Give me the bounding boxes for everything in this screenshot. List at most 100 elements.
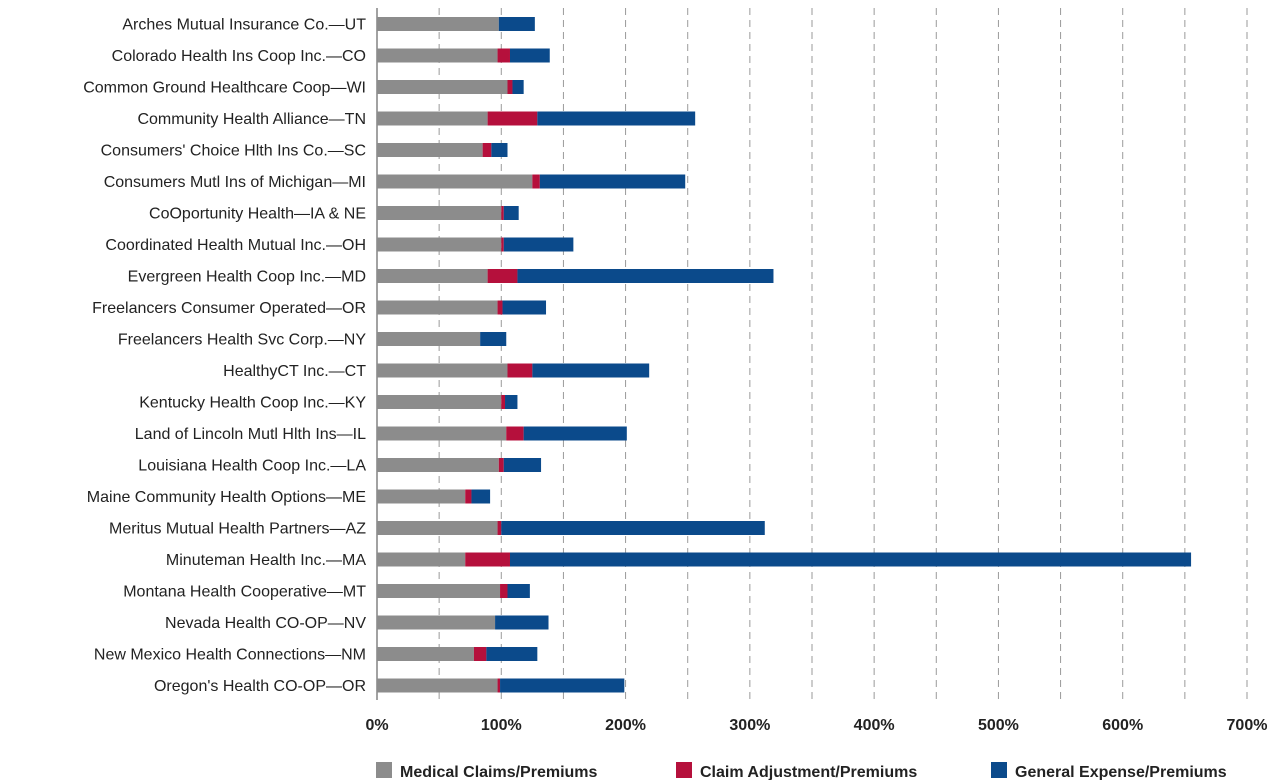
bar-segment: [377, 206, 502, 220]
bar-segment: [377, 80, 508, 94]
bar-segment: [491, 143, 508, 157]
legend-label: General Expense/Premiums: [1015, 764, 1227, 780]
category-label: Arches Mutual Insurance Co.—UT: [122, 17, 366, 34]
bar-segment: [377, 363, 508, 378]
bar-segment: [501, 206, 504, 220]
bar-segment: [497, 678, 501, 693]
bar-segment: [512, 80, 524, 94]
x-tick-label: 300%: [729, 717, 770, 734]
bar-segment: [480, 332, 507, 346]
bar-segment: [497, 521, 502, 535]
x-tick-label: 500%: [978, 717, 1019, 734]
category-label: New Mexico Health Connections—NM: [94, 647, 366, 664]
bar-segment: [486, 647, 538, 661]
bar-segment: [503, 206, 519, 220]
category-label: Minuteman Health Inc.—MA: [166, 552, 366, 569]
bar-segment: [507, 80, 513, 94]
bar-segment: [503, 458, 542, 472]
category-label: Louisiana Health Coop Inc.—LA: [138, 458, 366, 475]
bar-segment: [377, 552, 466, 567]
bar-segment: [482, 143, 492, 157]
category-label: Freelancers Health Svc Corp.—NY: [118, 332, 366, 349]
bar-segment: [507, 363, 533, 378]
bar-segment: [501, 395, 506, 409]
bar-segment: [465, 489, 472, 504]
bar-segment: [498, 17, 535, 31]
bar-segment: [377, 332, 481, 346]
bar-segment: [509, 48, 550, 63]
category-label: Common Ground Healthcare Coop—WI: [83, 80, 366, 97]
bar-segment: [502, 300, 547, 315]
bar-segment: [517, 269, 774, 283]
category-label: HealthyCT Inc.—CT: [223, 363, 366, 380]
category-label: Consumers' Choice Hlth Ins Co.—SC: [101, 143, 366, 160]
bar-segment: [505, 395, 518, 409]
bar-segment: [377, 489, 466, 504]
bar-segment: [377, 521, 498, 535]
bar-segment: [377, 143, 483, 157]
bar-segment: [377, 111, 488, 126]
category-label: Consumers Mutl Ins of Michigan—MI: [104, 174, 366, 191]
bar-segment: [507, 584, 530, 598]
bar-segment: [501, 237, 504, 252]
category-label: Coordinated Health Mutual Inc.—OH: [105, 237, 366, 254]
bar-segment: [497, 48, 510, 63]
bar-segment: [500, 678, 625, 693]
bar-segment: [377, 300, 498, 315]
bar-segment: [377, 269, 488, 283]
bar-segment: [498, 458, 504, 472]
bar-segment: [532, 363, 650, 378]
bar-segment: [497, 300, 503, 315]
category-label: CoOportunity Health—IA & NE: [149, 206, 366, 223]
x-axis: 0% 100% 200% 300% 400% 500% 600% 700%: [365, 717, 1267, 734]
legend: Medical Claims/Premiums Claim Adjustment/…: [376, 762, 1227, 780]
bar-segment: [506, 426, 524, 441]
bar-segment: [532, 174, 540, 189]
bar-segment: [377, 458, 499, 472]
bar-segment: [523, 426, 627, 441]
bar-segment: [377, 584, 501, 598]
legend-label: Claim Adjustment/Premiums: [700, 764, 917, 780]
bar-segment: [377, 615, 496, 630]
bar-segment: [377, 48, 498, 63]
bars: [377, 17, 1192, 693]
category-label: Montana Health Cooperative—MT: [123, 584, 366, 601]
category-label: Meritus Mutual Health Partners—AZ: [109, 521, 366, 538]
bar-segment: [377, 17, 499, 31]
category-label: Maine Community Health Options—ME: [87, 489, 366, 506]
bar-segment: [377, 678, 498, 693]
legend-swatch: [991, 762, 1007, 778]
bar-segment: [503, 237, 574, 252]
category-label: Kentucky Health Coop Inc.—KY: [139, 395, 366, 412]
category-label: Nevada Health CO-OP—NV: [165, 615, 366, 632]
x-tick-label: 200%: [605, 717, 646, 734]
legend-swatch: [376, 762, 392, 778]
category-label: Community Health Alliance—TN: [137, 111, 366, 128]
x-tick-label: 100%: [481, 717, 522, 734]
bar-segment: [377, 647, 474, 661]
bar-segment: [537, 111, 696, 126]
x-tick-label: 0%: [365, 717, 388, 734]
bar-segment: [495, 615, 549, 630]
x-tick-label: 400%: [854, 717, 895, 734]
category-label: Oregon's Health CO-OP—OR: [154, 678, 366, 695]
bar-segment: [377, 237, 502, 252]
bar-segment: [377, 395, 502, 409]
x-tick-label: 700%: [1227, 717, 1268, 734]
category-labels: Arches Mutual Insurance Co.—UT Colorado H…: [83, 17, 366, 696]
x-tick-label: 600%: [1102, 717, 1143, 734]
bar-segment: [501, 521, 765, 535]
bar-segment: [539, 174, 686, 189]
bar-segment: [487, 111, 538, 126]
bar-segment: [471, 489, 491, 504]
bar-segment: [473, 647, 487, 661]
bar-segment: [500, 584, 508, 598]
category-label: Land of Lincoln Mutl Hlth Ins—IL: [135, 426, 366, 443]
legend-swatch: [676, 762, 692, 778]
bar-segment: [377, 174, 533, 189]
bar-segment: [377, 426, 507, 441]
bar-segment: [487, 269, 518, 283]
bar-segment: [465, 552, 510, 567]
category-label: Colorado Health Ins Coop Inc.—CO: [112, 48, 366, 65]
